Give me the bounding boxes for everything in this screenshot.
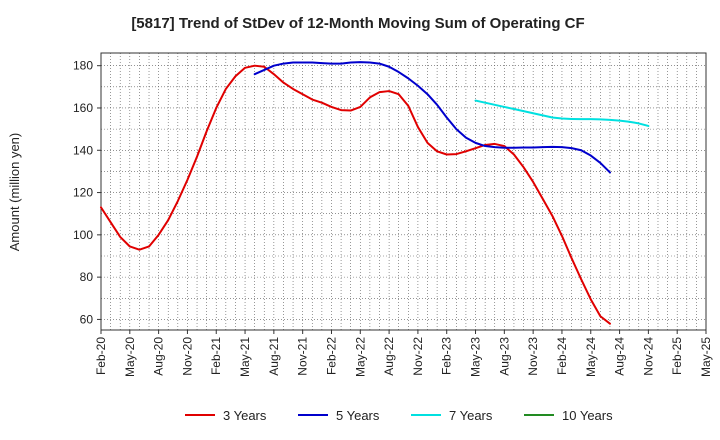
x-tick-label: Feb-25	[670, 337, 684, 375]
y-tick-label: 140	[73, 143, 93, 157]
x-tick-label: May-23	[469, 337, 483, 377]
y-tick-label: 60	[80, 312, 94, 326]
x-tick-label: Aug-20	[152, 337, 166, 376]
x-tick-label: Feb-23	[440, 337, 454, 375]
x-tick-label: Aug-21	[267, 337, 281, 376]
x-tick-label: Feb-22	[324, 337, 338, 375]
x-tick-label: Nov-23	[526, 337, 540, 376]
series-line-3-years	[100, 64, 611, 325]
y-tick-label: 160	[73, 101, 93, 115]
x-tick-label: May-25	[699, 337, 713, 377]
y-tick-label: 100	[73, 228, 93, 242]
x-tick-label: Aug-22	[382, 337, 396, 376]
y-tick-label: 120	[73, 186, 93, 200]
x-tick-label: May-20	[123, 337, 137, 377]
x-tick-label: May-24	[584, 337, 598, 377]
legend-label-3-years: 3 Years	[223, 408, 267, 423]
series-line-7-years	[474, 99, 650, 127]
legend-label-7-years: 7 Years	[449, 408, 493, 423]
series-line-5-years	[253, 61, 611, 174]
legend: 3 Years 5 Years 7 Years 10 Years	[185, 408, 613, 423]
x-tick-label: Aug-24	[613, 337, 627, 376]
chart-title: [5817] Trend of StDev of 12-Month Moving…	[131, 15, 584, 32]
y-axis-label: Amount (million yen)	[7, 133, 22, 252]
x-tick-label: May-21	[238, 337, 252, 377]
plot-area: 60 80 100 120 140 160 180 Feb-20 May-20 Aug-20 Nov…	[73, 52, 713, 377]
x-tick-label: Feb-24	[555, 337, 569, 375]
legend-label-10-years: 10 Years	[562, 408, 613, 423]
x-tick-label: Nov-20	[180, 337, 194, 376]
x-tick-label: May-22	[353, 337, 367, 377]
legend-label-5-years: 5 Years	[336, 408, 380, 423]
x-tick-label: Feb-21	[209, 337, 223, 375]
y-tick-label: 80	[80, 270, 94, 284]
x-tick-label: Nov-24	[641, 337, 655, 376]
plot-frame	[100, 52, 707, 331]
x-tick-label: Feb-20	[94, 337, 108, 375]
x-tick-label: Nov-22	[411, 337, 425, 376]
x-tick-label: Aug-23	[497, 337, 511, 376]
x-tick-label: Nov-21	[296, 337, 310, 376]
y-tick-label: 180	[73, 59, 93, 73]
